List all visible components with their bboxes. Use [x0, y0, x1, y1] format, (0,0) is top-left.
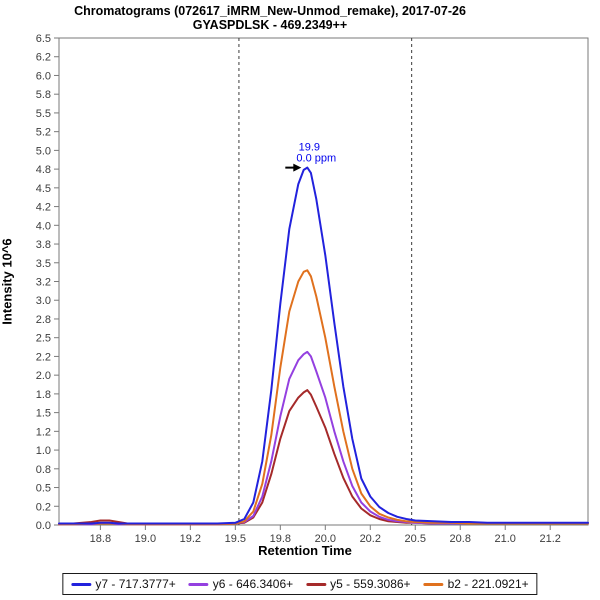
- legend-swatch-b2-icon: [423, 582, 444, 586]
- x-tick-label: 19.2: [180, 533, 201, 545]
- y-tick-label: 4.8: [36, 164, 51, 176]
- y-tick-label: 2.0: [36, 370, 51, 382]
- legend-box: y7 - 717.3777+ y6 - 646.3406+ y5 - 559.308…: [62, 573, 538, 595]
- y-tick-label: 0.8: [36, 464, 51, 476]
- x-tick-label: 20.2: [360, 533, 381, 545]
- series-line-y5[interactable]: [58, 389, 589, 526]
- y-tick-label: 3.8: [36, 239, 51, 251]
- x-tick-label: 19.8: [270, 533, 291, 545]
- legend-item-y6: y6 - 646.3406+: [188, 577, 294, 591]
- legend-label-y6: y6 - 646.3406+: [212, 577, 294, 591]
- series-line-b2[interactable]: [58, 269, 589, 526]
- y-tick-label: 6.2: [36, 52, 51, 64]
- y-tick-label: 3.5: [36, 258, 51, 270]
- x-tick-label: 19.5: [225, 533, 246, 545]
- legend-swatch-y5-icon: [306, 582, 327, 586]
- x-tick-label: 21.2: [540, 533, 561, 545]
- y-tick-label: 4.5: [36, 183, 51, 195]
- y-tick-label: 1.5: [36, 408, 51, 420]
- peak-ppm-label[interactable]: 0.0 ppm: [296, 153, 336, 165]
- x-tick-label: 20.5: [405, 533, 426, 545]
- y-tick-label: 6.0: [36, 70, 51, 82]
- peak-arrow-icon: [293, 163, 302, 172]
- y-tick-label: 5.0: [36, 145, 51, 157]
- legend-label-y5: y5 - 559.3086+: [330, 577, 411, 591]
- y-tick-label: 1.8: [36, 389, 51, 401]
- x-axis-title: Retention Time: [258, 543, 352, 558]
- y-tick-label: 5.2: [36, 127, 51, 139]
- chart-title: Chromatograms (072617_iMRM_New-Unmod_rem…: [74, 4, 466, 18]
- y-tick-label: 3.0: [36, 295, 51, 307]
- legend-item-y7: y7 - 717.3777+: [71, 577, 176, 591]
- y-tick-label: 0.2: [36, 501, 51, 513]
- y-tick-label: 1.2: [36, 426, 51, 438]
- y-tick-label: 6.5: [36, 33, 51, 45]
- x-tick-label: 20.8: [450, 533, 471, 545]
- series-line-y6[interactable]: [58, 350, 589, 526]
- legend-swatch-y6-icon: [188, 582, 209, 586]
- y-tick-label: 2.5: [36, 333, 51, 345]
- y-tick-label: 5.5: [36, 108, 51, 120]
- legend-item-b2: b2 - 221.0921+: [423, 577, 529, 591]
- legend-label-y7: y7 - 717.3777+: [95, 577, 176, 591]
- y-tick-label: 0.5: [36, 483, 51, 495]
- x-tick-label: 18.8: [90, 533, 111, 545]
- chart-subtitle: GYASPDLSK - 469.2349++: [192, 18, 348, 32]
- y-tick-label: 1.0: [36, 445, 51, 457]
- x-tick-label: 21.0: [495, 533, 516, 545]
- plot-area-border: [58, 37, 589, 526]
- series-line-y7[interactable]: [58, 166, 589, 525]
- chart-title-block: Chromatograms (072617_iMRM_New-Unmod_rem…: [0, 4, 540, 32]
- y-tick-label: 4.0: [36, 220, 51, 232]
- x-tick-label: 19.0: [135, 533, 156, 545]
- y-tick-label: 5.8: [36, 89, 51, 101]
- peak-rt-label[interactable]: 19.9: [299, 142, 320, 154]
- y-tick-label: 3.2: [36, 277, 51, 289]
- legend-swatch-y7-icon: [71, 582, 92, 586]
- y-tick-label: 2.8: [36, 314, 51, 326]
- legend-item-y5: y5 - 559.3086+: [306, 577, 411, 591]
- y-tick-label: 2.2: [36, 351, 51, 363]
- x-tick-label: 20.0: [315, 533, 336, 545]
- y-tick-label: 0.0: [36, 520, 51, 532]
- legend-label-b2: b2 - 221.0921+: [447, 577, 529, 591]
- y-tick-label: 4.2: [36, 202, 51, 214]
